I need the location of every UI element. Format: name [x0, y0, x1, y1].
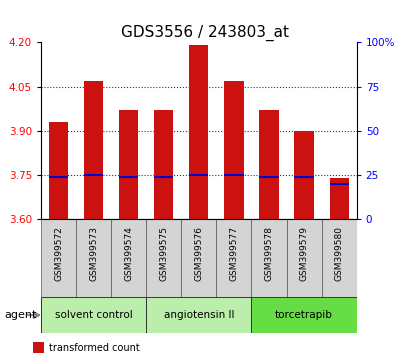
Bar — [329, 183, 348, 185]
Text: GSM399572: GSM399572 — [54, 226, 63, 281]
Bar — [259, 176, 278, 178]
Bar — [189, 174, 208, 176]
Bar — [41, 219, 76, 297]
Bar — [49, 122, 68, 219]
Text: GSM399574: GSM399574 — [124, 226, 133, 281]
Bar — [294, 176, 313, 178]
Bar — [111, 219, 146, 297]
Bar — [259, 110, 278, 219]
Bar — [181, 219, 216, 297]
Bar — [41, 297, 146, 333]
Text: GSM399573: GSM399573 — [89, 226, 98, 281]
Text: agent: agent — [4, 310, 36, 320]
Text: GSM399579: GSM399579 — [299, 226, 308, 281]
Bar — [224, 174, 243, 176]
Bar — [146, 219, 181, 297]
Bar — [329, 178, 348, 219]
Bar — [154, 110, 173, 219]
Bar — [224, 81, 243, 219]
Bar — [49, 176, 68, 178]
Text: torcetrapib: torcetrapib — [274, 310, 332, 320]
Bar — [294, 131, 313, 219]
Bar — [216, 219, 251, 297]
Bar — [119, 176, 138, 178]
Bar — [84, 81, 103, 219]
Text: angiotensin II: angiotensin II — [163, 310, 234, 320]
Text: GSM399577: GSM399577 — [229, 226, 238, 281]
Text: GSM399578: GSM399578 — [264, 226, 273, 281]
Bar — [33, 342, 44, 353]
Text: GSM399576: GSM399576 — [194, 226, 203, 281]
Text: GSM399575: GSM399575 — [159, 226, 168, 281]
Text: transformed count: transformed count — [49, 343, 139, 353]
Text: solvent control: solvent control — [55, 310, 132, 320]
Bar — [251, 297, 356, 333]
Bar — [189, 45, 208, 219]
Bar — [321, 219, 356, 297]
Bar — [76, 219, 111, 297]
Bar — [84, 174, 103, 176]
Bar — [286, 219, 321, 297]
Bar — [146, 297, 251, 333]
Bar — [251, 219, 286, 297]
Bar — [119, 110, 138, 219]
Text: GSM399580: GSM399580 — [334, 226, 343, 281]
Text: GDS3556 / 243803_at: GDS3556 / 243803_at — [121, 25, 288, 41]
Bar — [154, 176, 173, 178]
